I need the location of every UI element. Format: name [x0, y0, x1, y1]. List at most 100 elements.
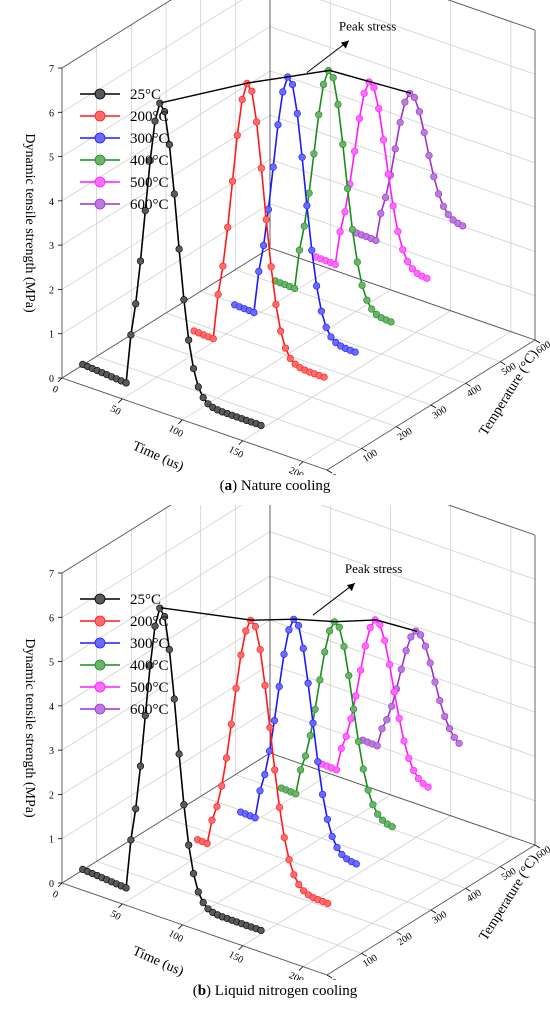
chart-b-series-point-3 [316, 676, 324, 684]
chart-b-series-point-4 [400, 737, 408, 745]
chart-a-series-point-0 [199, 394, 207, 402]
chart-a-series-point-2 [303, 202, 311, 210]
chart-b-series-point-1 [275, 803, 284, 812]
chart-b-series-point-5 [450, 733, 458, 741]
chart-a-x-tick [57, 377, 63, 383]
chart-b-series-point-1 [266, 723, 274, 732]
chart-a-z-tick-label: 7 [49, 64, 54, 75]
chart-b-series-point-1 [300, 887, 308, 895]
chart-a-series-point-4 [389, 202, 397, 210]
chart-a-series-point-5 [382, 193, 390, 201]
chart-b-legend-marker-1 [94, 615, 106, 627]
chart-b-series-point-5 [378, 725, 386, 733]
chart-b-series-point-5 [441, 712, 449, 720]
chart-b-series-point-0 [132, 805, 140, 813]
chart-b-series-point-1 [271, 766, 279, 774]
chart-b-series-point-2 [352, 860, 360, 868]
chart-b-series-point-2 [319, 790, 327, 799]
chart-a-series-point-5 [420, 128, 428, 137]
chart-b-wall-gridline [269, 575, 536, 669]
chart-b-series-line-1 [197, 618, 328, 905]
chart-a-series-point-5 [439, 202, 448, 210]
chart-b-y-tick [361, 952, 367, 957]
chart-a-series-point-3 [358, 281, 366, 289]
chart-b-caption-letter: b [197, 983, 207, 999]
chart-a-series-point-2 [279, 88, 287, 96]
chart-a-series-point-3 [329, 74, 337, 82]
chart-a-series-point-1 [214, 290, 222, 299]
chart-b-series-point-5 [455, 739, 463, 747]
chart-a-x-tick [298, 461, 304, 466]
chart-b-y-tick [326, 974, 333, 979]
chart-b-series-point-0 [175, 750, 183, 758]
chart-b-grid [61, 505, 536, 976]
chart-b-legend-label-1: 200°C [130, 614, 169, 630]
chart-b-series-point-3 [292, 790, 300, 798]
chart-a-legend-marker-1 [94, 110, 106, 122]
chart-b-y-tick-label: 400 [465, 888, 484, 905]
chart-a-series-point-1 [248, 87, 256, 95]
chart-b-series-point-3 [374, 810, 382, 818]
chart-a-legend-marker-3 [94, 154, 106, 166]
chart-a-series: Peak stress [79, 19, 467, 430]
chart-a-series-point-4 [379, 136, 388, 144]
chart-a-series-point-0 [136, 257, 145, 265]
chart-b-series-point-1 [213, 803, 221, 811]
chart-b-series-point-5 [383, 716, 391, 724]
chart-b-series-point-1 [237, 651, 245, 659]
chart-a-series-point-2 [317, 307, 326, 315]
chart-b-series-point-3 [311, 705, 319, 713]
chart-b-series-point-1 [324, 899, 332, 908]
chart-a-series-point-2 [308, 246, 316, 254]
chart-a-series-point-2 [332, 339, 340, 347]
chart-b-series-point-3 [388, 823, 396, 831]
chart-b-caption: (b) Liquid nitrogen cooling [192, 983, 358, 999]
chart-a-wall-gridline [269, 70, 536, 164]
chart-b-series-point-2 [280, 650, 288, 658]
chart-b-series-point-1 [251, 622, 259, 631]
chart-b-legend-marker-5 [94, 703, 106, 715]
chart-a-x-tick [178, 419, 183, 425]
chart-a-y-tick [500, 361, 506, 366]
chart-b-series-point-0 [165, 646, 173, 654]
chart-a-grid [61, 0, 536, 471]
chart-a-series-point-1 [253, 118, 261, 126]
chart-b-x-tick-label: 50 [108, 908, 122, 922]
chart-panel-a: 012345670501001502000100200300400500600D… [22, 0, 550, 494]
chart-a-series-point-1 [233, 131, 241, 139]
chart-a-series-point-2 [293, 109, 301, 118]
chart-b-series-point-2 [285, 626, 293, 634]
chart-b-series-point-0 [194, 888, 202, 896]
chart-a-y-tick [465, 382, 471, 387]
chart-a-annotation-text: Peak stress [339, 19, 396, 34]
chart-b-series-point-1 [218, 782, 226, 790]
chart-a-box-edge [447, 0, 536, 31]
chart-b-series-point-2 [275, 683, 283, 691]
chart-a-floor-gridline [131, 334, 397, 428]
chart-a-series-point-1 [209, 335, 217, 343]
chart-a-series-point-4 [360, 89, 368, 97]
chart-a-series-point-3 [305, 189, 313, 197]
chart-b-z-tick-label: 6 [49, 613, 54, 624]
chart-a-svg: 012345670501001502000100200300400500600D… [22, 0, 550, 475]
chart-a-series-point-0 [122, 379, 130, 387]
chart-a-series-point-4 [336, 228, 344, 236]
chart-a-series-point-0 [257, 421, 265, 430]
chart-a-series-point-0 [170, 190, 178, 198]
chart-b-series-point-3 [364, 786, 372, 794]
chart-b-series-point-0 [141, 712, 149, 720]
chart-b-legend-label-4: 500°C [130, 680, 169, 696]
chart-b-floor-gridline [165, 817, 432, 911]
chart-b-box-edge [61, 752, 271, 884]
chart-a-x-tick [238, 440, 243, 446]
chart-b-series-point-4 [390, 688, 398, 696]
chart-b-x-tick-label: 100 [166, 928, 184, 945]
chart-b-series-point-1 [256, 646, 264, 654]
chart-a-series-point-0 [156, 99, 164, 107]
chart-b-x-tick [117, 903, 123, 909]
chart-b-box-edge [61, 505, 172, 574]
chart-a-z-tick-label: 6 [49, 108, 54, 119]
chart-a-series-point-2 [255, 267, 263, 276]
chart-b-series-point-3 [379, 816, 387, 824]
chart-b-wall-gridline [269, 531, 536, 624]
